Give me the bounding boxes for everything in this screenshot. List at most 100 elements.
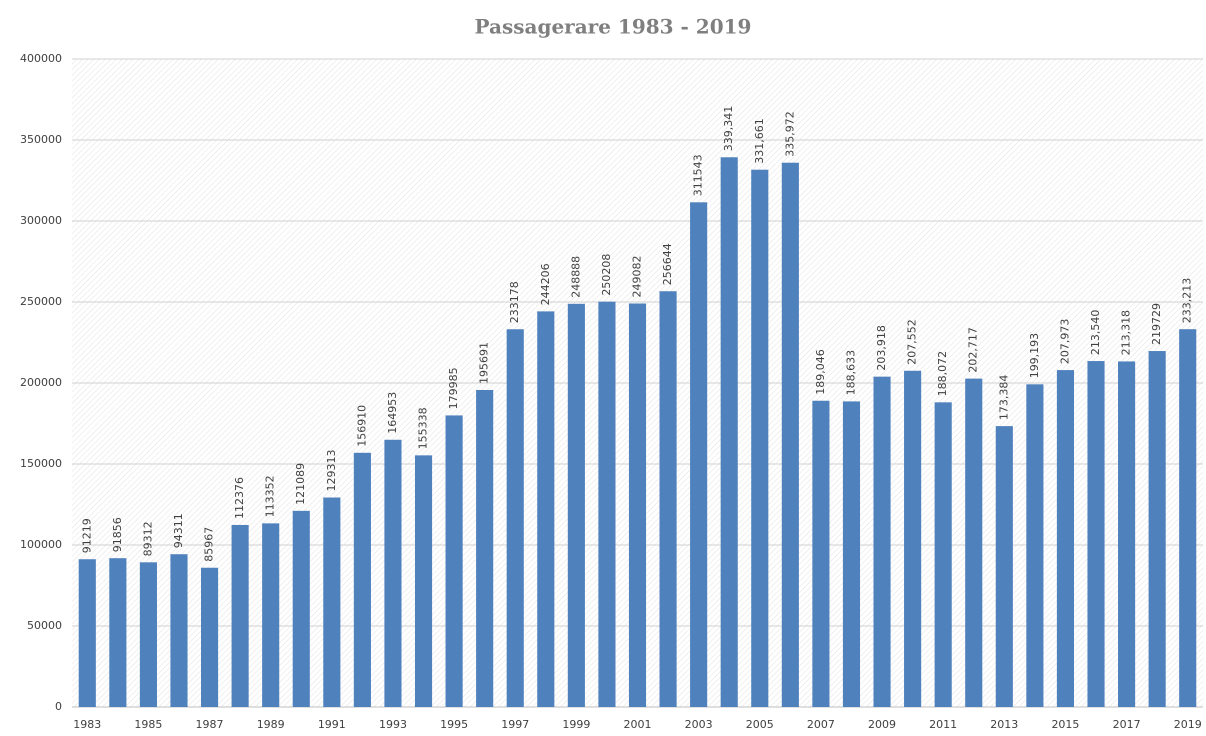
bar (414, 455, 433, 707)
y-tick-label: 350000 (20, 133, 62, 146)
x-tick-label: 1991 (318, 718, 346, 731)
value-label: 112376 (233, 477, 246, 519)
bar (995, 426, 1013, 707)
value-label: 311543 (692, 154, 705, 196)
value-label: 207,552 (906, 319, 919, 365)
bar (139, 562, 157, 707)
bar (659, 291, 677, 707)
value-label: 339,341 (722, 106, 735, 152)
bar (1118, 361, 1136, 707)
value-label: 156910 (355, 405, 368, 447)
x-tick-label: 2001 (624, 718, 652, 731)
bar (476, 389, 494, 707)
bar (292, 510, 310, 707)
value-label: 331,661 (753, 118, 766, 164)
y-tick-label: 200000 (20, 376, 62, 389)
value-label: 195691 (478, 342, 491, 384)
x-tick-label: 2013 (990, 718, 1018, 731)
bar (965, 378, 983, 707)
bar (934, 402, 952, 707)
x-tick-label: 2005 (746, 718, 774, 731)
value-label: 248888 (569, 256, 582, 298)
bar (812, 400, 830, 707)
bar (170, 554, 188, 707)
bar (384, 439, 402, 707)
value-label: 164953 (386, 392, 399, 434)
value-label: 113352 (264, 475, 277, 517)
value-label: 173,384 (997, 375, 1010, 421)
value-label: 213,540 (1089, 310, 1102, 356)
bar (506, 329, 524, 707)
bar (78, 559, 96, 707)
bar (842, 401, 861, 707)
bar (1148, 351, 1166, 707)
value-label: 335,972 (783, 111, 796, 157)
value-label: 250208 (600, 254, 613, 296)
bar (598, 301, 616, 707)
bar (1087, 361, 1105, 707)
x-tick-label: 1985 (134, 718, 162, 731)
bar (751, 169, 769, 708)
value-label: 179985 (447, 367, 460, 409)
bar (873, 376, 891, 707)
y-tick-label: 400000 (20, 52, 62, 65)
value-label: 85967 (203, 527, 216, 562)
y-tick-label: 100000 (20, 538, 62, 551)
x-tick-label: 1993 (379, 718, 407, 731)
x-tick-label: 2003 (685, 718, 713, 731)
bar (720, 157, 738, 707)
bar (628, 303, 647, 707)
value-label: 129313 (325, 450, 338, 492)
bar (904, 370, 922, 707)
value-label: 233178 (508, 281, 521, 323)
value-label: 256644 (661, 243, 674, 285)
value-label: 188,633 (844, 350, 857, 396)
value-label: 89312 (141, 521, 154, 556)
y-tick-label: 50000 (27, 619, 62, 632)
value-label: 91219 (80, 518, 93, 553)
value-label: 244206 (539, 263, 552, 305)
y-tick-label: 300000 (20, 214, 62, 227)
bar (109, 558, 127, 707)
value-label: 233,213 (1181, 278, 1194, 324)
x-tick-label: 1997 (501, 718, 529, 731)
y-tick-label: 150000 (20, 457, 62, 470)
value-label: 207,973 (1058, 319, 1071, 365)
bar (690, 202, 708, 707)
bar (231, 524, 249, 707)
y-tick-label: 250000 (20, 295, 62, 308)
x-tick-label: 1983 (73, 718, 101, 731)
value-label: 91856 (111, 517, 124, 552)
value-label: 219729 (1150, 303, 1163, 345)
x-tick-label: 1987 (196, 718, 224, 731)
value-label: 249082 (631, 255, 644, 297)
x-tick-label: 2009 (868, 718, 896, 731)
value-label: 203,918 (875, 325, 888, 371)
bar (262, 523, 280, 707)
x-tick-label: 2011 (929, 718, 957, 731)
x-tick-label: 2019 (1174, 718, 1202, 731)
x-tick-label: 2017 (1113, 718, 1141, 731)
x-tick-label: 1999 (562, 718, 590, 731)
x-tick-label: 2015 (1051, 718, 1079, 731)
bar (200, 567, 219, 707)
value-label: 94311 (172, 513, 185, 548)
bar (1179, 329, 1197, 707)
bar (353, 452, 371, 707)
x-tick-label: 1995 (440, 718, 468, 731)
bar (1056, 370, 1075, 707)
value-label: 213,318 (1120, 310, 1133, 356)
value-label: 189,046 (814, 349, 827, 395)
bar (567, 303, 585, 707)
bar (445, 415, 463, 707)
value-label: 202,717 (967, 327, 980, 373)
value-label: 155338 (417, 407, 430, 449)
bar (537, 311, 555, 707)
bar (323, 497, 341, 707)
value-label: 199,193 (1028, 333, 1041, 379)
x-tick-label: 2007 (807, 718, 835, 731)
bar (1026, 384, 1044, 707)
chart-title: Passagerare 1983 - 2019 (475, 15, 752, 39)
bar (781, 162, 799, 708)
